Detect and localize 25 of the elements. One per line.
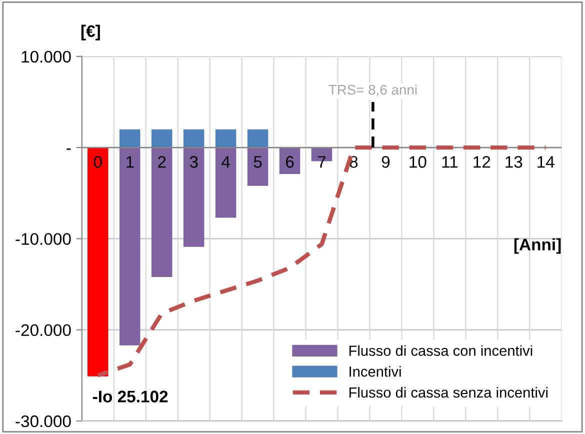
x-tick-label: 4 [222, 156, 230, 168]
legend-label: Flusso di cassa senza incentivi [349, 386, 548, 398]
annotation: -Io 25.102 [92, 390, 168, 402]
legend-label: Flusso di cassa con incentivi [349, 345, 532, 356]
x-tick-label: 13 [506, 156, 522, 168]
y-tick-label: - [66, 148, 71, 150]
ref-line-label: TRS= 8,6 anni [328, 84, 417, 96]
y-tick-label: -20.000 [16, 324, 71, 336]
x-tick-label: 6 [286, 156, 294, 168]
x-axis-title: [Anni] [514, 238, 561, 254]
y-axis-title: [€] [81, 24, 100, 40]
x-tick-label: 11 [442, 156, 458, 168]
x-tick-label: 2 [158, 156, 166, 168]
y-tick-label: 10.000 [22, 50, 71, 63]
x-tick-label: 9 [382, 156, 390, 168]
x-tick-label: 12 [474, 156, 490, 168]
x-tick-label: 10 [410, 156, 426, 168]
y-tick-label: -30.000 [16, 415, 71, 428]
y-tick-label: -10.000 [16, 233, 71, 245]
x-tick-label: 3 [190, 156, 198, 168]
x-tick-label: 0 [94, 156, 102, 168]
x-tick-label: 14 [538, 156, 554, 168]
legend-label: Incentivi [350, 366, 401, 377]
x-tick-label: 1 [126, 156, 134, 168]
x-tick-label: 5 [254, 156, 262, 168]
